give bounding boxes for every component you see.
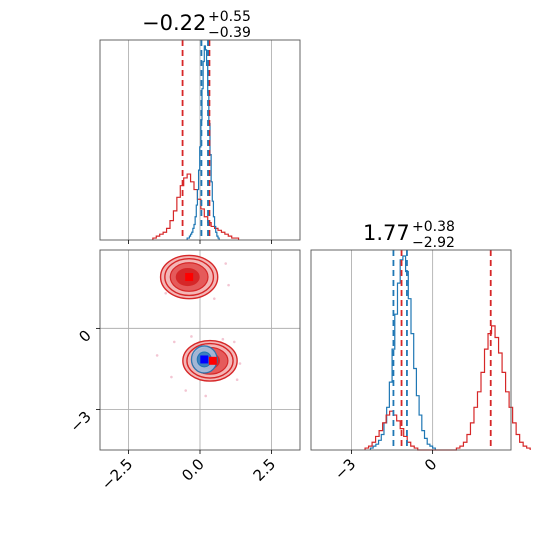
tick-labels: −2.5 0.0 2.5 −3 0 −3 0 bbox=[66, 326, 440, 493]
sample-point bbox=[204, 394, 208, 398]
bottom-right-title-value: 1.77 bbox=[363, 221, 410, 245]
sample-point bbox=[155, 354, 159, 357]
sample-point bbox=[164, 291, 168, 295]
histogram-panel-bottom-right bbox=[310, 249, 531, 454]
top-left-title: −0.22 +0.55 −0.39 bbox=[142, 9, 251, 41]
blue-histogram-series bbox=[186, 45, 220, 240]
red-contour-second bbox=[186, 342, 234, 379]
blue-histogram-series bbox=[369, 255, 436, 450]
red-histogram-series bbox=[152, 173, 240, 240]
sample-point bbox=[224, 262, 228, 265]
sample-point bbox=[190, 335, 193, 338]
x-tick-label: 0 bbox=[421, 455, 440, 474]
red-contour-second bbox=[164, 257, 215, 297]
histogram-panel-top-left bbox=[99, 39, 301, 244]
top-left-title-value: −0.22 bbox=[142, 11, 206, 35]
axes-frame bbox=[310, 249, 512, 451]
top-left-title-minus: −0.39 bbox=[208, 25, 251, 41]
y-tick-label: −3 bbox=[66, 408, 94, 436]
x-tick-label: −2.5 bbox=[98, 455, 136, 493]
top-left-title-plus: +0.55 bbox=[208, 9, 251, 25]
sample-point bbox=[172, 340, 176, 344]
sample-point bbox=[232, 340, 236, 344]
sample-point bbox=[184, 389, 188, 392]
sample-point bbox=[212, 297, 216, 300]
sample-point bbox=[170, 375, 173, 379]
red-histogram-series bbox=[364, 325, 531, 451]
best-fit-marker bbox=[208, 356, 217, 365]
x-tick-label: 2.5 bbox=[250, 455, 280, 485]
y-tick-label: 0 bbox=[75, 326, 94, 345]
sample-point bbox=[235, 378, 239, 382]
sample-point bbox=[221, 337, 225, 341]
sample-point bbox=[238, 362, 242, 365]
x-tick-label: −3 bbox=[331, 455, 359, 483]
contour-panel bbox=[96, 249, 301, 454]
best-fit-marker bbox=[200, 355, 209, 364]
sample-point bbox=[227, 283, 230, 287]
x-tick-label: 0.0 bbox=[178, 455, 208, 485]
bottom-right-title-plus: +0.38 bbox=[412, 219, 455, 235]
bottom-right-title: 1.77 +0.38 −2.92 bbox=[363, 219, 455, 251]
best-fit-marker bbox=[185, 273, 194, 282]
bottom-right-title-minus: −2.92 bbox=[412, 235, 455, 251]
